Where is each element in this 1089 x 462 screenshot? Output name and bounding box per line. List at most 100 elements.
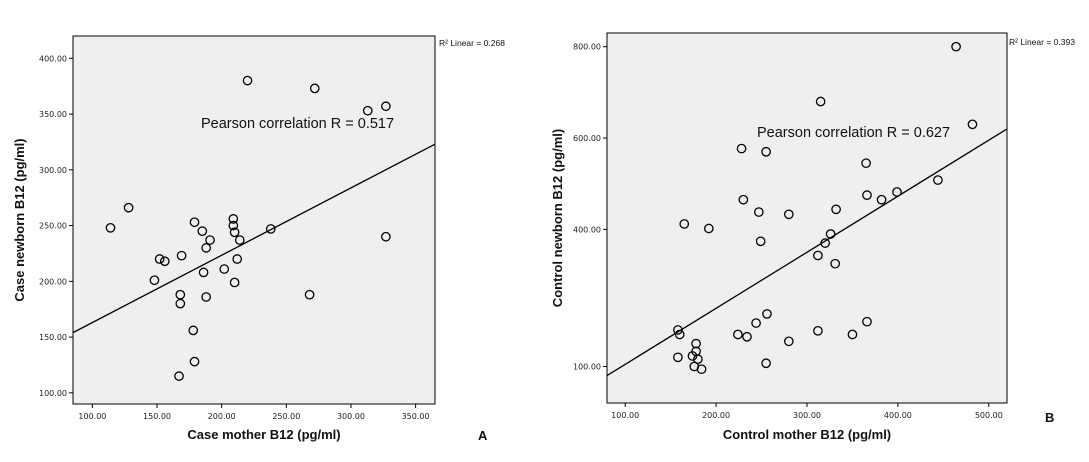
x-tick-label-a: 350.00 [402,412,430,421]
x-tick-label-b: 400.00 [884,411,912,420]
x-axis-title-b: Control mother B12 (pg/ml) [723,427,891,442]
data-point-a [234,235,245,245]
data-point-b [742,331,752,342]
y-tick-label-b: 600.00 [573,134,601,143]
chart-panel-b: 100.00 200.00 300.00 400.00 500.00 100.00 400… [550,32,1075,442]
data-point-b [703,223,714,234]
data-point-b [738,194,749,205]
data-point-b [847,329,858,340]
data-point-b [696,364,707,375]
data-point-a [175,298,186,309]
y-tick-label-a: 100.00 [39,389,67,398]
panel-letter-b: B [1045,410,1054,425]
data-point-a [229,227,240,238]
data-point-a [219,264,230,274]
data-point-b [876,194,887,205]
x-axis-b: 100.00 200.00 300.00 400.00 500.00 [611,403,1003,420]
data-point-b [783,336,794,347]
data-point-a [176,250,187,261]
plot-area-b [606,32,1008,404]
data-point-a [381,231,391,242]
x-tick-label-a: 150.00 [143,412,171,421]
data-point-a [381,101,391,112]
r2-label-a: R² Linear = 0.268 [439,38,505,48]
data-point-a [154,254,165,264]
y-tick-label-a: 200.00 [39,277,67,286]
data-point-b [693,354,703,364]
data-point-a [149,275,160,286]
data-point-b [815,96,826,107]
data-point-b [761,358,771,369]
y-axis-a: 100.00 150.00 200.00 250.00 300.00 350.00 400.… [39,54,73,398]
data-point-b [892,187,902,197]
panel-letter-a: A [478,428,488,443]
r2-label-b: R² Linear = 0.393 [1009,37,1075,47]
data-point-b [751,318,761,328]
data-point-b [673,325,683,335]
data-point-a [309,83,320,94]
x-tick-label-a: 200.00 [208,412,236,421]
data-point-a [198,267,209,278]
data-point-b [736,143,747,154]
data-point-b [673,352,683,363]
plot-area-a [72,35,436,405]
y-tick-label-b: 400.00 [573,225,601,234]
y-axis-title-b: Control newborn B12 (pg/ml) [550,129,565,307]
data-point-b [679,219,690,229]
data-point-b [762,309,772,319]
data-point-b [733,329,743,340]
data-point-a [123,202,134,213]
data-point-b [753,207,764,217]
data-point-b [951,41,961,52]
data-point-a [228,220,239,231]
fit-line-b [606,128,1008,377]
data-point-b [861,158,871,169]
data-point-b [830,258,841,269]
x-tick-label-b: 200.00 [702,411,730,420]
data-point-a [201,292,212,302]
data-point-a [265,224,276,234]
y-tick-label-b: 100.00 [573,362,601,371]
data-point-b [820,238,831,248]
data-point-a [232,254,243,264]
fit-line-a [72,143,436,334]
data-point-a [229,277,240,288]
data-point-b [783,209,794,220]
y-tick-label-b: 800.00 [573,43,601,52]
data-point-a [197,226,208,237]
data-point-a [189,356,200,367]
x-axis-title-a: Case mother B12 (pg/ml) [187,427,340,442]
data-point-b [862,316,872,327]
y-axis-title-a: Case newborn B12 (pg/ml) [12,138,27,301]
data-point-a [159,256,170,267]
data-point-b [674,329,685,340]
chart-panel-a: 100.00 150.00 200.00 250.00 300.00 350.00 100… [12,35,505,443]
data-point-a [362,105,373,116]
pearson-annotation-a: Pearson correlation R = 0.517 [201,116,394,132]
data-point-b [813,325,823,336]
points-a [105,75,391,381]
x-tick-label-b: 300.00 [793,411,821,420]
y-tick-label-a: 250.00 [39,222,67,231]
y-tick-label-a: 300.00 [39,166,67,175]
y-tick-label-a: 150.00 [39,333,67,342]
data-point-a [174,371,184,381]
data-point-a [189,217,200,228]
data-point-b [813,250,823,261]
data-point-a [304,289,315,300]
x-tick-label-b: 500.00 [975,411,1003,420]
x-tick-label-a: 300.00 [337,412,365,421]
x-tick-label-a: 100.00 [78,412,106,421]
data-point-b [831,204,841,215]
data-point-b [755,236,766,247]
data-point-b [933,175,943,185]
data-point-b [761,146,771,157]
x-axis-a: 100.00 150.00 200.00 250.00 300.00 350.00 [78,404,430,421]
y-axis-b: 100.00 400.00 600.00 800.00 [573,43,607,371]
points-b [673,41,978,375]
x-tick-label-a: 250.00 [272,412,300,421]
y-tick-label-a: 350.00 [39,110,67,119]
data-point-a [188,325,199,336]
data-point-a [105,222,116,233]
